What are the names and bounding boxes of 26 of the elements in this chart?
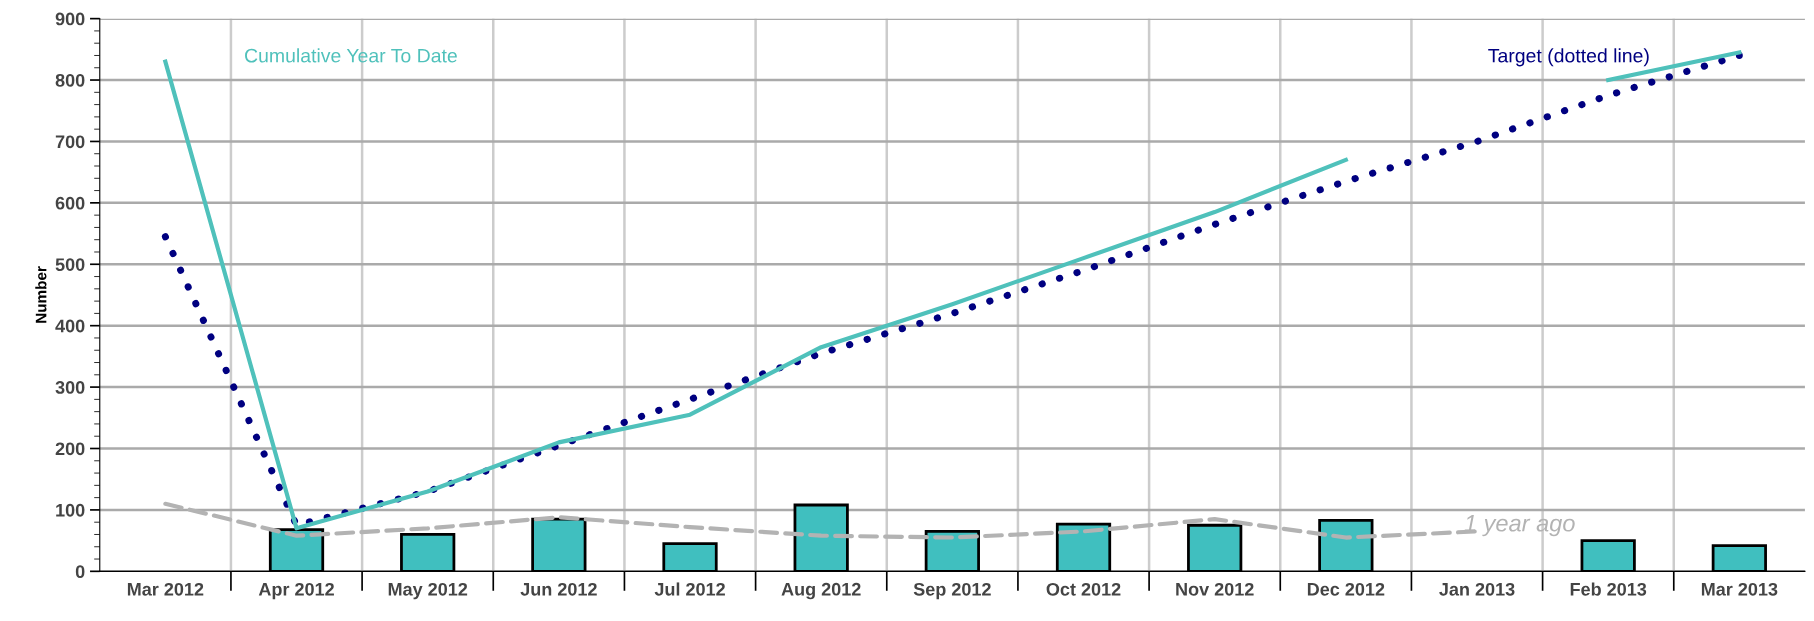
x-tick-label: Jun 2012 xyxy=(520,582,597,596)
x-tick-label: May 2012 xyxy=(388,582,468,600)
x-tick-label: Jan 2013 xyxy=(1439,582,1515,596)
x-tick-label: Oct 2012 xyxy=(1046,582,1121,596)
x-tick-label: Sep 2012 xyxy=(913,582,991,600)
y-tick-label: 100 xyxy=(56,503,85,517)
y-tick-label: 600 xyxy=(55,196,85,210)
y-tick-label: 900 xyxy=(55,12,85,26)
x-tick-label: Feb 2013 xyxy=(1570,582,1647,596)
x-tick-label: Mar 2013 xyxy=(1701,582,1778,596)
x-tick-label: Aug 2012 xyxy=(781,582,861,600)
y-tick-label: 800 xyxy=(55,73,85,87)
x-tick-label: Nov 2012 xyxy=(1176,582,1254,596)
series-label: Target (dotted line) xyxy=(1488,48,1649,67)
y-tick-label: 300 xyxy=(55,381,85,394)
x-tick-label: Apr 2012 xyxy=(258,582,334,600)
y-tick-label: 700 xyxy=(55,135,85,149)
y-tick-label: 0 xyxy=(75,565,85,579)
y-axis-title: Number xyxy=(35,266,47,323)
y-tick-label: 200 xyxy=(55,442,85,456)
x-tick-label: Dec 2012 xyxy=(1307,582,1385,596)
y-tick-label: 500 xyxy=(55,258,85,271)
text: Cumulative Year To Date xyxy=(245,48,457,63)
x-tick-label: Jul 2012 xyxy=(654,582,725,596)
y-tick-label: 400 xyxy=(55,319,85,333)
x-tick-label: Mar 2012 xyxy=(127,582,204,596)
